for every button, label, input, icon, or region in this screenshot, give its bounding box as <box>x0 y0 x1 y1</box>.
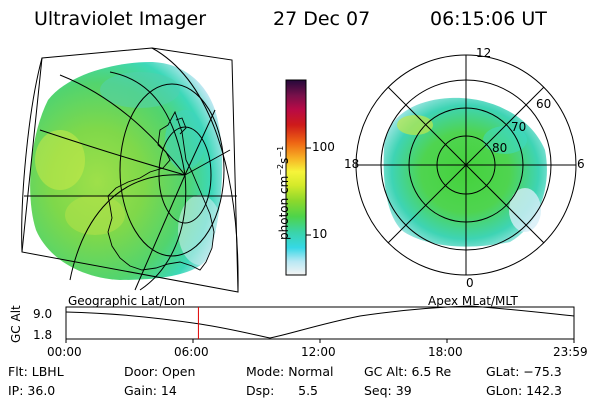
polar-lat-80: 80 <box>492 141 508 155</box>
status-glon: GLon: 142.3 <box>486 383 562 398</box>
polar-mlt-0: 0 <box>466 276 474 290</box>
colorbar-gradient <box>285 79 307 276</box>
status-ip: IP: 36.0 <box>8 383 56 398</box>
map-frame <box>21 47 239 293</box>
polar-emission-image <box>383 97 547 247</box>
altitude-ylabel: GC Alt <box>9 305 23 343</box>
polar-lat-70: 70 <box>511 120 527 134</box>
colorbar-tick-100: 100 <box>312 140 335 154</box>
altitude-curve <box>65 305 575 339</box>
geographic-map-label: Geographic Lat/Lon <box>68 294 186 308</box>
status-glat: GLat: −75.3 <box>486 364 562 379</box>
time-label: 06:15:06 UT <box>430 8 547 30</box>
auroral-emission-image <box>30 62 223 280</box>
altitude-plot-frame <box>65 306 575 340</box>
status-seq: Seq: 39 <box>364 383 412 398</box>
polar-mlt-12: 12 <box>476 46 492 60</box>
polar-mlt-6: 6 <box>577 157 585 171</box>
date-label: 27 Dec 07 <box>273 8 371 30</box>
coastline <box>107 110 215 271</box>
altitude-xticks <box>65 339 575 343</box>
altitude-xtick-0000: 00:00 <box>47 345 82 359</box>
altitude-ytick-low: 1.8 <box>33 328 53 342</box>
altitude-xtick-0600: 06:00 <box>174 345 209 359</box>
status-filter: Flt: LBHL <box>8 364 64 379</box>
polar-plot-label: Apex MLat/MLT <box>428 294 518 308</box>
polar-mlt-18: 18 <box>344 157 360 171</box>
colorbar-tick-10: 10 <box>312 227 328 241</box>
status-dsp: Dsp: 5.5 <box>246 383 319 398</box>
instrument-title: Ultraviolet Imager <box>34 8 207 30</box>
polar-lat-60: 60 <box>536 97 552 111</box>
status-mode: Mode: Normal <box>246 364 334 379</box>
status-gain: Gain: 14 <box>124 383 177 398</box>
polar-grid <box>355 54 577 276</box>
altitude-ytick-high: 9.0 <box>33 307 53 321</box>
status-gc-alt: GC Alt: 6.5 Re <box>364 364 452 379</box>
altitude-xtick-1800: 18:00 <box>428 345 463 359</box>
altitude-xtick-2359: 23:59 <box>553 345 588 359</box>
status-door: Door: Open <box>124 364 196 379</box>
altitude-xtick-1200: 12:00 <box>301 345 336 359</box>
